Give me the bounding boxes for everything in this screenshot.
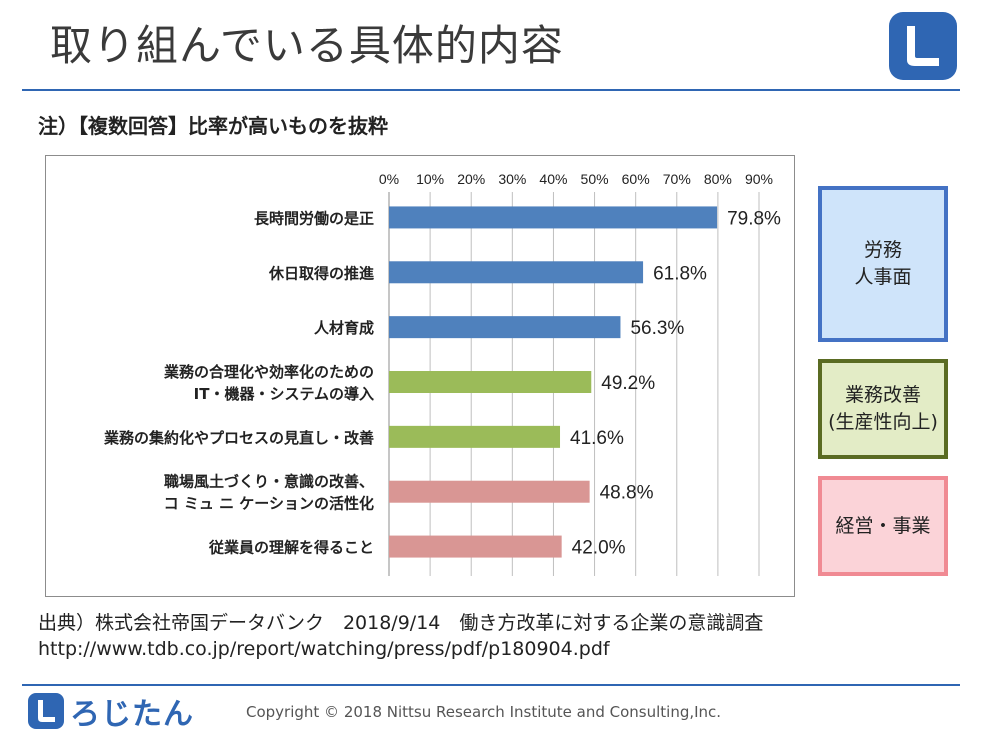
- x-tick-label: 60%: [622, 171, 650, 187]
- legend-management: 経営・事業: [818, 476, 948, 576]
- x-tick-label: 40%: [539, 171, 567, 187]
- legend-management-line1: 経営・事業: [835, 514, 931, 537]
- chart-area: 0% 10% 20% 30% 40% 50% 60% 70% 80% 90% 79.8% 長時間労働の…: [45, 155, 795, 597]
- header-divider: [22, 89, 960, 91]
- x-tick-label: 30%: [498, 171, 526, 187]
- chart-subtitle: 注）【複数回答】比率が高いものを抜粋: [38, 114, 388, 138]
- x-tick-label: 80%: [704, 171, 732, 187]
- legend-business-line2: (生産性向上): [828, 411, 938, 433]
- bar: [389, 425, 561, 448]
- source-citation: 出典）株式会社帝国データバンク 2018/9/14 働き方改革に対する企業の意識…: [38, 612, 764, 634]
- bar: [389, 316, 621, 339]
- legend-business-line1: 業務改善: [844, 384, 921, 407]
- bar-chart: 0% 10% 20% 30% 40% 50% 60% 70% 80% 90% 79.8% 長時間労働の…: [103, 171, 781, 576]
- x-tick-label: 10%: [416, 171, 444, 187]
- category-label: コ ミュ ニ ケーションの活性化: [164, 495, 374, 513]
- page-title: 取り組んでいる具体的内容: [50, 21, 564, 70]
- category-label: 業務の合理化や効率化のための: [163, 363, 374, 381]
- category-label: 職場風土づくり・意識の改善、: [164, 473, 374, 491]
- category-label: 長時間労働の是正: [254, 209, 374, 227]
- category-label: IT・機器・システムの導入: [194, 385, 374, 403]
- legend-labor-line2: 人事面: [854, 266, 912, 288]
- x-tick-label: 70%: [663, 171, 691, 187]
- x-tick-label: 0%: [379, 171, 399, 187]
- copyright: Copyright © 2018 Nittsu Research Institu…: [246, 703, 722, 721]
- category-label: 人材育成: [314, 319, 374, 337]
- bar-value-label: 61.8%: [653, 263, 707, 284]
- bar-value-label: 41.6%: [570, 428, 624, 449]
- bar: [389, 261, 644, 284]
- x-tick-label: 50%: [581, 171, 609, 187]
- legend-labor: 労務 人事面: [818, 186, 948, 342]
- legend-labor-line1: 労務: [863, 239, 902, 262]
- x-tick-label: 90%: [745, 171, 773, 187]
- bar: [389, 371, 592, 393]
- x-tick-label: 20%: [457, 171, 485, 187]
- bar-value-label: 79.8%: [727, 208, 781, 229]
- bar-value-label: 56.3%: [630, 318, 684, 339]
- source-url: http://www.tdb.co.jp/report/watching/pre…: [38, 638, 610, 660]
- bar: [389, 535, 562, 558]
- bar-value-label: 49.2%: [601, 373, 655, 394]
- bar: [389, 480, 590, 503]
- brand-name: ろじたん: [70, 697, 194, 732]
- bar-value-label: 48.8%: [600, 483, 654, 504]
- category-label: 従業員の理解を得ること: [208, 539, 374, 557]
- footer-brand: ろじたん: [28, 692, 194, 732]
- logo-icon: [889, 12, 957, 80]
- legend-business: 業務改善 (生産性向上): [818, 359, 948, 459]
- footer-divider: [22, 684, 960, 686]
- brand-logo-icon: [28, 693, 64, 729]
- bar-value-label: 42.0%: [572, 538, 626, 559]
- category-label: 業務の集約化やプロセスの見直し・改善: [103, 429, 374, 447]
- bar: [389, 206, 718, 229]
- category-label: 休日取得の推進: [268, 264, 375, 282]
